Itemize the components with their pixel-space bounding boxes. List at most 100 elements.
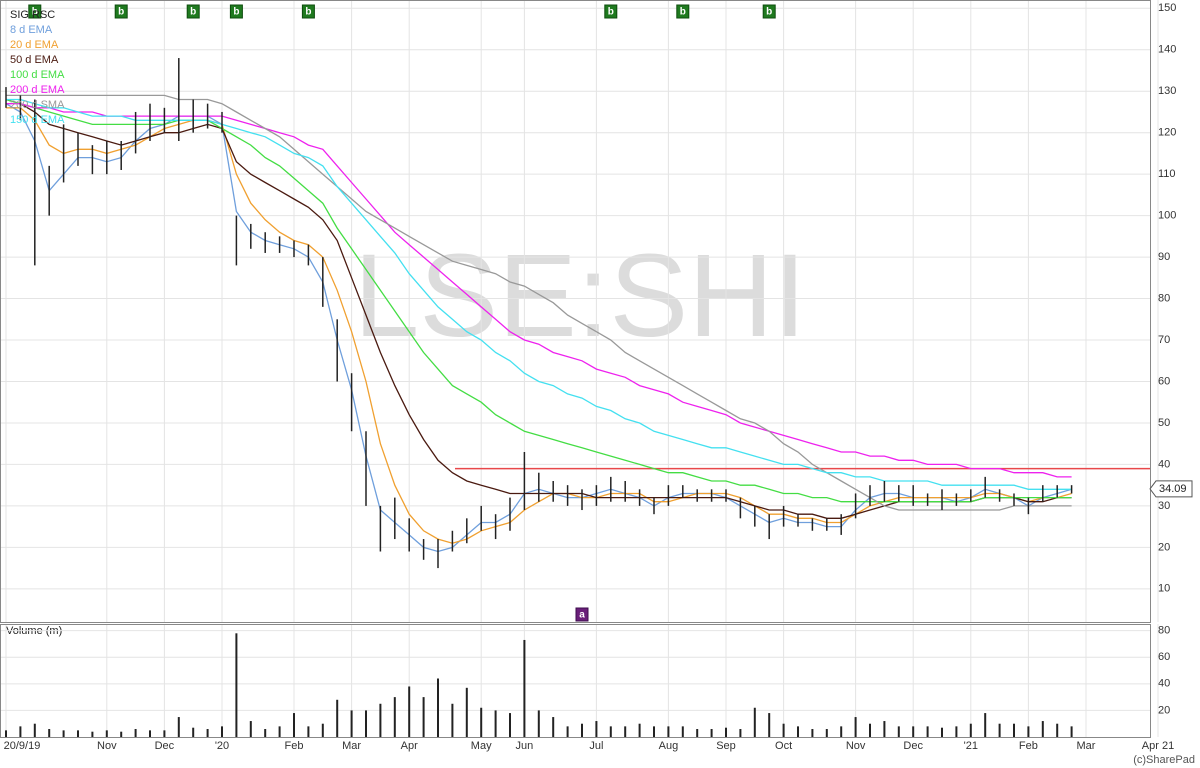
x-tick-label: Apr (401, 740, 418, 752)
volume-bar (77, 730, 79, 737)
volume-tick-label: 80 (1158, 625, 1170, 637)
volume-bar (149, 730, 151, 737)
volume-bar (581, 723, 583, 737)
x-tick-label: Feb (1019, 740, 1038, 752)
alert-label: a (579, 610, 585, 621)
signal-box (186, 4, 200, 19)
volume-bar (912, 726, 915, 737)
volume-bar (869, 723, 871, 737)
y-tick-label: 20 (1158, 541, 1170, 553)
volume-bar (595, 721, 598, 737)
volume-bar (537, 710, 540, 737)
volume-bar (249, 721, 252, 737)
volume-bar (969, 723, 972, 737)
volume-bar (782, 723, 785, 737)
volume-bar (609, 726, 612, 737)
volume-bar (120, 731, 123, 737)
x-tick-label: May (471, 740, 492, 752)
volume-bar (221, 726, 223, 737)
legend-entry: 8 d EMA (10, 24, 53, 36)
volume-bar (941, 727, 943, 737)
volume-bar (667, 726, 670, 737)
volume-bar (264, 729, 267, 737)
volume-bar (177, 717, 180, 737)
x-tick-label: '20 (215, 740, 229, 752)
signal-label: b (766, 7, 772, 18)
volume-bar (192, 727, 195, 737)
signal-box (114, 4, 128, 19)
volume-bar (797, 726, 799, 737)
ma-line (6, 94, 1072, 511)
y-tick-label: 90 (1158, 251, 1170, 263)
legend-entry: 200 d SMA (10, 99, 65, 111)
x-tick-label: Aug (659, 740, 679, 752)
volume-bar (1070, 726, 1073, 737)
volume-bar (955, 726, 958, 737)
volume-bar (480, 707, 483, 737)
alert-box (575, 607, 589, 622)
legend-entry: 50 d EMA (10, 54, 59, 66)
signal-label: b (233, 7, 239, 18)
x-tick-label: Nov (97, 740, 117, 752)
volume-bar (393, 697, 396, 737)
signal-label: b (118, 7, 124, 18)
signal-box (604, 4, 618, 19)
volume-bar (278, 726, 281, 737)
signal-box (229, 4, 243, 19)
volume-bar (451, 703, 454, 737)
volume-bar (998, 723, 1001, 737)
signal-label: b (190, 7, 196, 18)
signal-label: b (608, 7, 614, 18)
volume-bar (336, 699, 339, 737)
volume-bar (91, 731, 94, 737)
volume-bar (206, 729, 209, 737)
volume-bar (854, 717, 857, 737)
volume-bar (33, 723, 36, 737)
volume-bar (105, 730, 108, 737)
legend-entry: 150 d EMA (10, 114, 65, 126)
y-tick-label: 110 (1158, 168, 1176, 180)
legend-entry: 200 d EMA (10, 84, 65, 96)
y-tick-label: 60 (1158, 375, 1170, 387)
volume-bar (379, 703, 382, 737)
signal-box (301, 4, 315, 19)
volume-bar (19, 726, 22, 737)
volume-bar (897, 726, 900, 737)
watermark: LSE:SHI (354, 230, 807, 362)
x-tick-label: Sep (716, 740, 736, 752)
volume-bar (696, 729, 699, 737)
copyright: (c)SharePad (1133, 754, 1195, 766)
volume-bar (566, 726, 569, 737)
y-tick-label: 30 (1158, 500, 1170, 512)
volume-bar (5, 730, 7, 737)
volume-bar (523, 639, 526, 737)
last-price-label: 34.09 (1159, 483, 1187, 495)
y-tick-label: 50 (1158, 417, 1170, 429)
volume-bar (134, 729, 137, 737)
x-tick-label: Nov (846, 740, 866, 752)
y-tick-label: 40 (1158, 458, 1170, 470)
signal-label: b (32, 7, 38, 18)
volume-bar (163, 730, 166, 737)
legend-entry: SIG RSC (10, 9, 55, 21)
volume-bar (307, 726, 310, 737)
volume-bar (509, 713, 511, 737)
volume-bar (624, 726, 627, 737)
volume-bar (681, 726, 684, 737)
volume-bar (883, 721, 886, 737)
volume-bar (840, 726, 843, 737)
volume-bar (1056, 723, 1059, 737)
volume-bar (350, 710, 353, 737)
ma-line (6, 98, 1072, 490)
signal-box (676, 4, 690, 19)
y-tick-label: 10 (1158, 583, 1170, 595)
volume-bar (768, 713, 771, 737)
volume-bar (1013, 723, 1015, 737)
y-tick-label: 120 (1158, 127, 1176, 139)
ma-line (6, 103, 1072, 478)
signal-label: b (680, 7, 686, 18)
volume-bar (984, 713, 987, 737)
volume-bar (235, 633, 238, 737)
